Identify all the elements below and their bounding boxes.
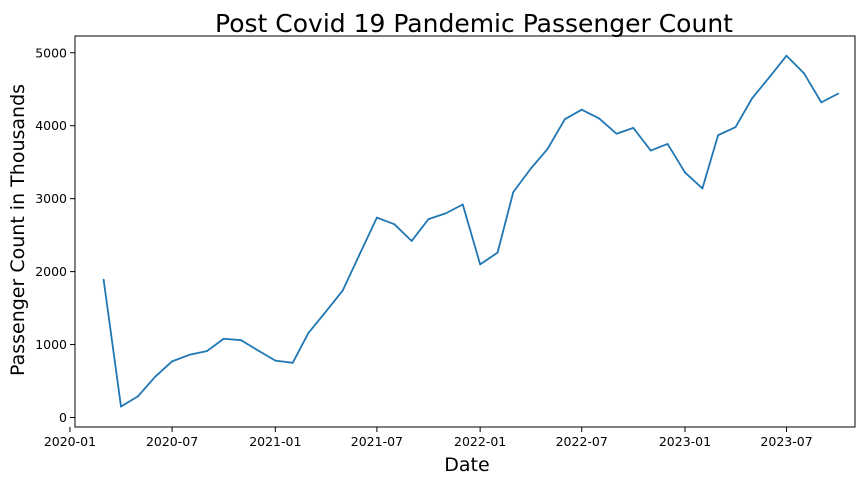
data-point bbox=[598, 117, 601, 120]
data-point bbox=[649, 149, 652, 152]
data-point bbox=[461, 203, 464, 206]
x-tick-label: 2020-07 bbox=[146, 434, 198, 449]
data-point bbox=[410, 240, 413, 242]
series-line bbox=[102, 54, 839, 408]
data-point bbox=[632, 127, 635, 129]
data-point bbox=[512, 191, 515, 194]
data-point bbox=[274, 359, 277, 362]
y-axis-label: Passenger Count in Thousands bbox=[7, 84, 29, 376]
data-point bbox=[751, 97, 754, 99]
x-tick-label: 2022-01 bbox=[454, 434, 506, 449]
x-tick-label: 2023-07 bbox=[760, 434, 812, 449]
y-tick-label: 4000 bbox=[35, 118, 67, 133]
data-point bbox=[171, 360, 173, 363]
data-point bbox=[580, 108, 583, 111]
chart-title: Post Covid 19 Pandemic Passenger Count bbox=[215, 9, 733, 38]
data-point bbox=[120, 405, 122, 408]
data-point bbox=[102, 278, 105, 281]
y-tick-label: 1000 bbox=[35, 337, 67, 352]
data-point bbox=[257, 349, 259, 352]
data-point bbox=[324, 310, 327, 313]
x-tick-label: 2021-07 bbox=[351, 434, 403, 449]
data-point bbox=[837, 92, 840, 95]
data-point bbox=[427, 218, 430, 220]
data-point bbox=[529, 167, 532, 170]
data-point bbox=[445, 212, 447, 215]
y-tick-label: 3000 bbox=[35, 191, 67, 206]
data-point bbox=[205, 350, 208, 353]
data-point bbox=[563, 118, 566, 121]
x-tick-label: 2020-01 bbox=[44, 434, 96, 449]
data-point bbox=[375, 216, 378, 219]
data-point bbox=[341, 289, 344, 292]
data-point bbox=[479, 263, 482, 266]
plot-frame bbox=[74, 35, 856, 428]
data-point bbox=[307, 331, 310, 334]
data-point bbox=[240, 339, 243, 342]
data-point bbox=[291, 361, 294, 364]
data-point bbox=[359, 252, 361, 255]
x-tick-label: 2023-01 bbox=[659, 434, 711, 449]
x-tick-label: 2022-07 bbox=[556, 434, 608, 449]
data-point bbox=[717, 134, 719, 137]
data-point bbox=[546, 148, 549, 150]
data-point bbox=[136, 395, 139, 398]
x-axis: 2020-01 2020-07 2021-01 2021-07 2022-01 2022-… bbox=[44, 427, 813, 449]
y-tick-label: 0 bbox=[59, 410, 67, 425]
y-tick-label: 5000 bbox=[35, 45, 67, 60]
x-tick-label: 2021-01 bbox=[249, 434, 301, 449]
data-point bbox=[615, 132, 618, 135]
data-point bbox=[666, 143, 669, 145]
data-point bbox=[734, 126, 737, 129]
data-point bbox=[496, 251, 499, 254]
data-point bbox=[768, 75, 771, 78]
data-point bbox=[684, 171, 686, 174]
data-points bbox=[102, 54, 840, 408]
data-point bbox=[785, 54, 788, 57]
data-point bbox=[393, 223, 396, 226]
x-axis-label: Date bbox=[444, 454, 489, 476]
data-point bbox=[222, 337, 225, 340]
y-tick-label: 2000 bbox=[35, 264, 67, 279]
data-point bbox=[803, 72, 805, 75]
data-point bbox=[701, 187, 704, 190]
y-axis: 0 1000 2000 3000 4000 5000 bbox=[35, 45, 75, 425]
data-point bbox=[820, 101, 823, 104]
data-point bbox=[154, 375, 157, 378]
data-point bbox=[188, 353, 191, 356]
plot-area: 0 1000 2000 3000 4000 5000 2020-01 2020-07 2021… bbox=[35, 35, 856, 449]
